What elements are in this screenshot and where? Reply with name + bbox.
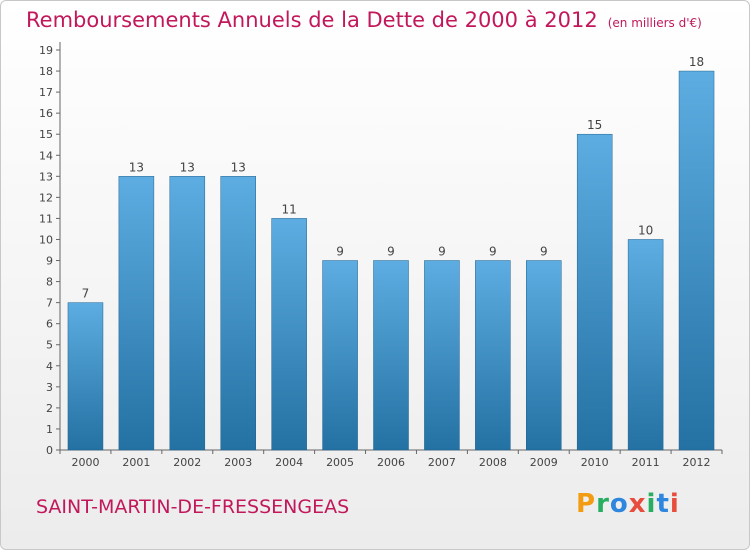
y-tick-label: 3 bbox=[46, 381, 53, 394]
proxiti-logo: Proxiti bbox=[576, 489, 680, 519]
x-tick-label: 2010 bbox=[581, 456, 609, 469]
logo-letter: t bbox=[656, 489, 670, 519]
data-labels: 7 13 13 13 11 9 9 9 9 9 15 10 18 bbox=[82, 55, 705, 301]
y-tick-label: 2 bbox=[46, 402, 53, 415]
x-tick-label: 2006 bbox=[377, 456, 405, 469]
y-tick-label: 9 bbox=[46, 255, 53, 268]
y-tick-label: 4 bbox=[46, 360, 53, 373]
y-tick-label: 16 bbox=[39, 107, 53, 120]
x-tick-label: 2008 bbox=[479, 456, 507, 469]
bar-value-label: 9 bbox=[489, 245, 497, 259]
y-tick-label: 11 bbox=[39, 212, 53, 225]
y-tick-label: 8 bbox=[46, 276, 53, 289]
bar-2007 bbox=[424, 260, 460, 451]
y-tick-label: 14 bbox=[39, 149, 53, 162]
x-tick-label: 2007 bbox=[428, 456, 456, 469]
x-tick-label: 2011 bbox=[632, 456, 660, 469]
bar-value-label: 18 bbox=[689, 55, 704, 69]
x-tick-label: 2001 bbox=[122, 456, 150, 469]
logo-letter: i bbox=[646, 489, 657, 519]
bar-2000 bbox=[67, 302, 104, 451]
y-tick-label: 7 bbox=[46, 297, 53, 310]
bar-value-label: 10 bbox=[638, 223, 653, 237]
bar-2008 bbox=[475, 260, 511, 451]
y-tick-label: 0 bbox=[46, 444, 53, 457]
bar-value-label: 7 bbox=[82, 287, 90, 301]
y-tick-label: 18 bbox=[39, 65, 53, 78]
logo-letter: i bbox=[669, 489, 680, 519]
chart-unit: (en milliers d'€) bbox=[607, 16, 702, 30]
bar-2011 bbox=[627, 239, 664, 451]
y-tick-label: 10 bbox=[39, 233, 53, 246]
bar-2004 bbox=[271, 218, 307, 451]
x-tick-label: 2002 bbox=[173, 456, 201, 469]
x-tick-label: 2009 bbox=[530, 456, 558, 469]
bars bbox=[67, 70, 715, 451]
chart-title: Remboursements Annuels de la Dette de 20… bbox=[26, 8, 702, 32]
y-tick-label: 6 bbox=[46, 318, 53, 331]
y-tick-label: 15 bbox=[39, 128, 53, 141]
x-tick-label: 2012 bbox=[683, 456, 711, 469]
bar-value-label: 15 bbox=[587, 118, 602, 132]
x-tick-label: 2005 bbox=[326, 456, 354, 469]
bar-value-label: 9 bbox=[387, 245, 395, 259]
y-tick-label: 13 bbox=[39, 170, 53, 183]
bar-value-label: 9 bbox=[336, 245, 344, 259]
bar-2012 bbox=[678, 70, 715, 451]
chart-title-text: Remboursements Annuels de la Dette de 20… bbox=[26, 8, 598, 32]
y-tick-label: 1 bbox=[46, 423, 53, 436]
y-tick-label: 19 bbox=[39, 44, 53, 57]
bar-2009 bbox=[526, 260, 562, 451]
bar-value-label: 11 bbox=[282, 202, 297, 216]
y-tick-label: 12 bbox=[39, 191, 53, 204]
bar-value-label: 9 bbox=[438, 245, 446, 259]
logo-letter: P bbox=[576, 489, 597, 519]
bar-value-label: 9 bbox=[540, 245, 548, 259]
bar-2003 bbox=[220, 176, 256, 451]
bar-2002 bbox=[169, 176, 206, 451]
commune-name: SAINT-MARTIN-DE-FRESSENGEAS bbox=[36, 496, 350, 518]
logo-letter: x bbox=[628, 489, 647, 519]
bar-2001 bbox=[118, 176, 155, 451]
x-tick-label: 2003 bbox=[224, 456, 252, 469]
y-tick-label: 5 bbox=[46, 339, 53, 352]
bar-2005 bbox=[322, 260, 358, 451]
logo-letter: r bbox=[596, 489, 610, 519]
bar-2006 bbox=[373, 260, 409, 451]
logo-letter: o bbox=[609, 489, 629, 519]
bar-2010 bbox=[576, 133, 613, 451]
x-tick-label: 2000 bbox=[71, 456, 99, 469]
y-tick-label: 17 bbox=[39, 86, 53, 99]
x-tick-label: 2004 bbox=[275, 456, 303, 469]
bar-value-label: 13 bbox=[231, 160, 246, 174]
bar-value-label: 13 bbox=[129, 160, 144, 174]
bar-value-label: 13 bbox=[180, 160, 195, 174]
